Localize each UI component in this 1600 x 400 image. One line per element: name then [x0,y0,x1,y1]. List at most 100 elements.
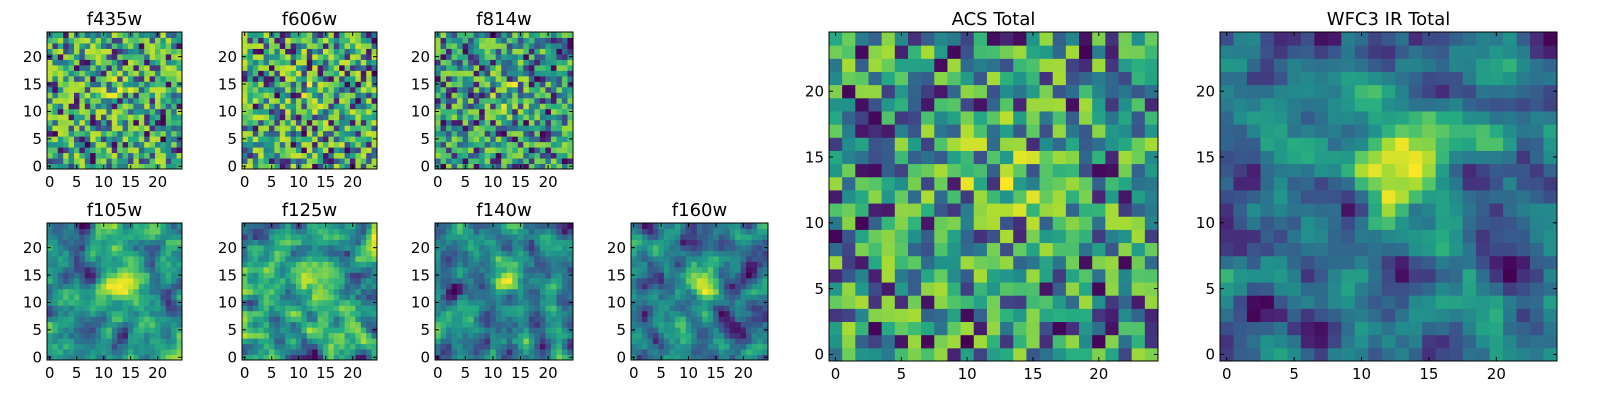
heatmap-cell [740,244,747,251]
heatmap-cell [122,136,129,143]
heatmap-cell [317,332,324,339]
heatmap-cell [894,321,909,336]
heatmap-cell [881,203,896,217]
heatmap-cell [360,97,367,104]
heatmap-cell [1026,229,1041,244]
heatmap-cell [528,338,535,345]
heatmap-cell [636,299,643,306]
heatmap-cell [306,163,313,170]
heatmap-cell [90,283,97,290]
heatmap-cell [366,53,373,60]
heatmap-cell [735,223,742,229]
heatmap-cell [111,261,118,268]
heatmap-cell [306,32,313,38]
heatmap-cell [517,266,524,273]
heatmap-cell [84,42,91,49]
heatmap-cell [101,130,107,137]
heatmap-cell [122,288,129,295]
heatmap-cell [528,266,535,273]
heatmap-cell [1026,295,1041,309]
heatmap-cell [323,59,329,66]
heatmap-cell [1052,295,1067,309]
heatmap-cell [523,136,530,143]
heatmap-cell [1092,242,1106,257]
heatmap-cell [707,305,714,312]
heatmap-cell [1105,255,1120,270]
heatmap-cell [550,332,557,339]
heatmap-cell [317,228,324,235]
heatmap-cell [658,349,665,356]
heatmap-cell [986,189,1001,204]
heatmap-cell [757,321,764,328]
heatmap-cell [501,37,508,44]
heatmap-cell [669,338,676,345]
heatmap-cell [176,32,183,38]
heatmap-cell [751,305,758,312]
heatmap-cell [1065,268,1080,283]
heatmap-cell [556,277,563,284]
heatmap-cell [462,108,469,115]
heatmap-cell [133,108,140,115]
heatmap-cell [1092,347,1106,362]
heatmap-cell [176,152,183,159]
heatmap-cell [663,349,670,356]
heatmap-cell [47,250,53,257]
heatmap-cell [1079,163,1093,178]
heatmap-cell [312,239,319,246]
heatmap-cell [740,272,747,279]
heatmap-cell [545,42,552,49]
heatmap-cell [355,294,362,301]
heatmap-cell [647,266,654,273]
heatmap-cell [517,338,524,345]
heatmap-cell [371,97,378,104]
heatmap-cell [176,349,183,356]
heatmap-cell [133,261,140,268]
heatmap-cell [762,250,769,257]
heatmap-cell [1000,268,1014,283]
heatmap-cell [973,203,988,217]
heatmap-cell [165,233,172,240]
heatmap-cell [165,59,172,66]
heatmap-cell [279,349,286,356]
heatmap-cell [567,59,574,66]
heatmap-cell [757,327,764,334]
heatmap-cell [652,294,659,301]
heatmap-cell [247,59,254,66]
heatmap-cell [258,103,265,110]
heatmap-cell [528,37,535,44]
heatmap-cell [921,295,935,309]
heatmap-cell [84,32,91,38]
heatmap-cell [724,233,731,240]
heatmap-cells [435,223,574,361]
heatmap-cell [252,53,259,60]
heatmap-cell [360,48,367,55]
heatmap-cell [138,283,145,290]
heatmap-cell [279,299,286,306]
heatmap-cell [160,81,167,88]
heatmap-cell [1105,203,1120,217]
heatmap-cell [312,343,319,350]
heatmap-cell [490,103,497,110]
heatmap-cell [333,92,340,99]
heatmap-cell [479,48,486,55]
heatmap-cell [290,114,297,121]
heatmap-cell [74,233,80,240]
x-tick-label: 0 [433,364,443,382]
heatmap-cell [512,255,519,262]
heatmap-cell [468,327,475,334]
heatmap-cell [1131,203,1146,217]
heatmap-cell [451,310,458,317]
heatmap-cell [306,147,313,154]
heatmap-cell [101,250,107,257]
heatmap-cell [247,244,254,251]
heatmap-cell [79,32,86,38]
heatmap-cell [274,92,281,99]
heatmap-cell [1039,189,1054,204]
heatmap-cell [473,316,480,323]
heatmap-cell [258,321,265,328]
heatmap-cell [484,239,491,246]
heatmap-cell [263,305,270,312]
heatmap-cell [501,53,508,60]
heatmap-cell [247,321,254,328]
heatmap-cell [517,48,524,55]
